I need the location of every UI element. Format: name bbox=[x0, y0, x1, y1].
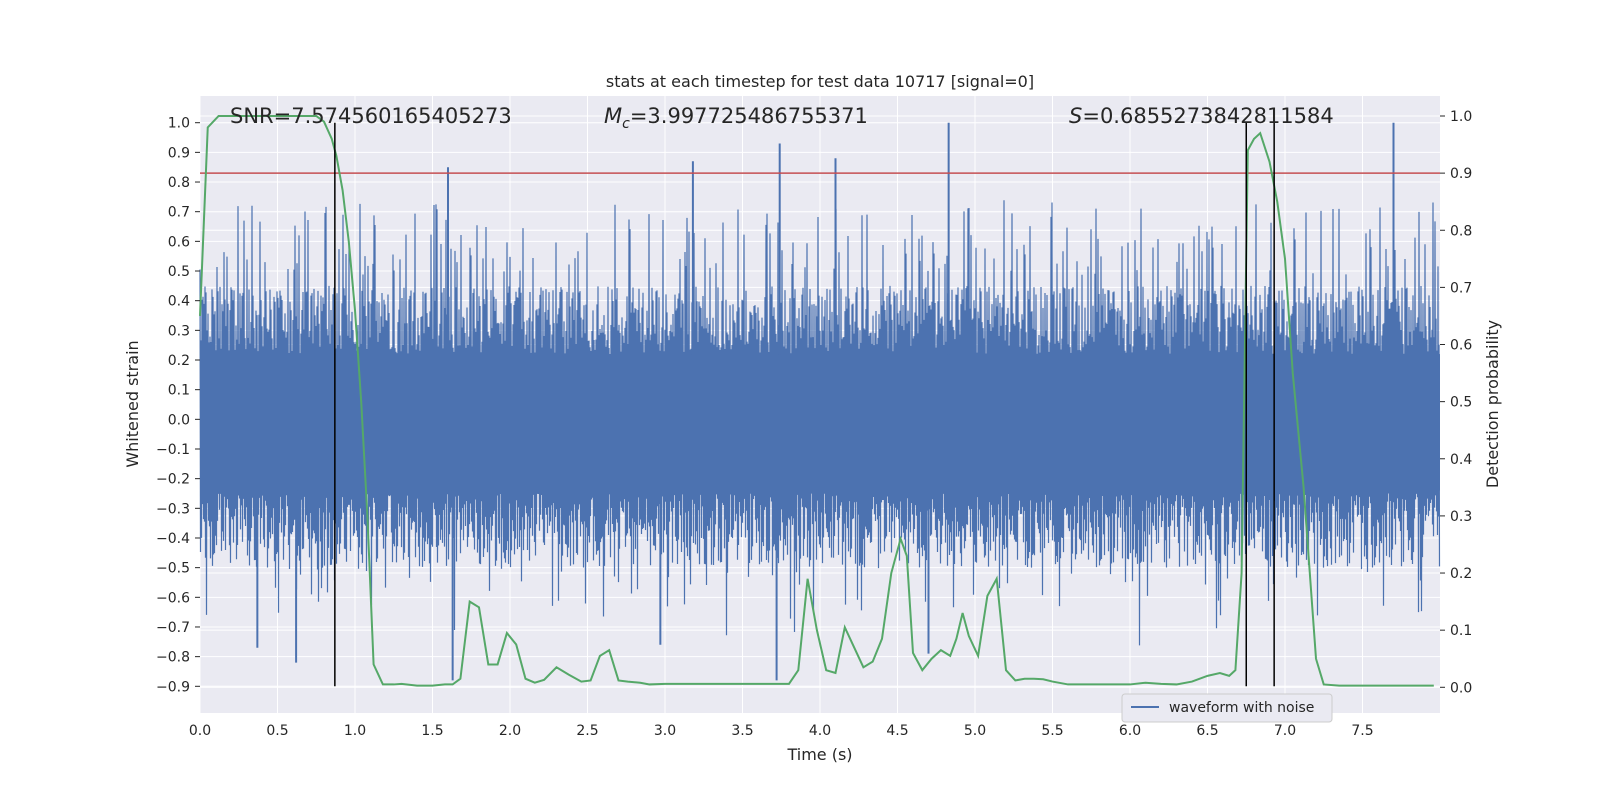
y-left-tick-label: −0.4 bbox=[156, 531, 190, 547]
chirp-mass-value: =3.997725486755371 bbox=[630, 104, 868, 128]
x-tick-label: 5.5 bbox=[1041, 723, 1063, 739]
x-tick-label: 1.0 bbox=[344, 723, 366, 739]
y-left-tick-label: 0.9 bbox=[168, 145, 190, 161]
data-layer bbox=[199, 114, 1441, 687]
x-tick-label: 4.0 bbox=[809, 723, 831, 739]
y-left-tick-label: 0.1 bbox=[168, 383, 190, 399]
x-tick-label: 5.0 bbox=[964, 723, 986, 739]
y-left-tick-label: 0.3 bbox=[168, 323, 190, 339]
y-left-tick-label: −0.6 bbox=[156, 590, 190, 606]
y-left-tick-label: 0.7 bbox=[168, 205, 190, 221]
x-tick-label: 4.5 bbox=[886, 723, 908, 739]
x-tick-label: 6.5 bbox=[1196, 723, 1218, 739]
y-left-tick-label: −0.9 bbox=[156, 679, 190, 695]
y-left-tick-label: −0.8 bbox=[156, 650, 190, 666]
y-left-tick-label: −0.7 bbox=[156, 620, 190, 636]
y-axis-label-right: Detection probability bbox=[1483, 320, 1502, 488]
annotation-chirp-mass: Mc=3.997725486755371 bbox=[604, 104, 868, 132]
score-symbol: S bbox=[1069, 104, 1082, 128]
y-axis-label-left: Whitened strain bbox=[123, 340, 142, 467]
y-left-tick-label: 0.0 bbox=[168, 412, 190, 428]
x-tick-label: 3.5 bbox=[731, 723, 753, 739]
x-tick-label: 0.5 bbox=[266, 723, 288, 739]
legend-label-waveform: waveform with noise bbox=[1169, 700, 1314, 716]
x-tick-label: 6.0 bbox=[1119, 723, 1141, 739]
x-tick-label: 7.5 bbox=[1351, 723, 1373, 739]
x-axis-label: Time (s) bbox=[786, 745, 852, 764]
y-left-tick-label: 0.5 bbox=[168, 264, 190, 280]
x-tick-label: 3.0 bbox=[654, 723, 676, 739]
y-left-tick-label: −0.3 bbox=[156, 501, 190, 517]
detection-probability-line bbox=[199, 114, 1434, 687]
y-right-tick-label: 0.7 bbox=[1450, 280, 1472, 296]
x-tick-label: 2.5 bbox=[576, 723, 598, 739]
y-right-tick-label: 0.0 bbox=[1450, 680, 1472, 696]
score-value: =0.6855273842811584 bbox=[1082, 104, 1333, 128]
y-left-tick-label: 0.8 bbox=[168, 175, 190, 191]
x-tick-label: 7.0 bbox=[1274, 723, 1296, 739]
annotation-score: S=0.6855273842811584 bbox=[1069, 104, 1334, 128]
x-tick-label: 2.0 bbox=[499, 723, 521, 739]
axis-layer: 0.0 0.5 1.0 1.5 2.0 2.5 3.0 3.5 4.0 4.5 5.0 5.5 6.0 6… bbox=[156, 109, 1472, 739]
y-right-tick-label: 0.1 bbox=[1450, 623, 1472, 639]
x-tick-label: 0.0 bbox=[189, 723, 211, 739]
y-right-tick-label: 0.4 bbox=[1450, 452, 1472, 468]
annotation-snr: SNR=7.574560165405273 bbox=[230, 104, 512, 128]
y-right-tick-label: 0.5 bbox=[1450, 395, 1472, 411]
y-right-tick-label: 0.3 bbox=[1450, 509, 1472, 525]
y-left-tick-label: 1.0 bbox=[168, 116, 190, 132]
y-left-tick-label: −0.1 bbox=[156, 442, 190, 458]
y-left-tick-label: 0.2 bbox=[168, 353, 190, 369]
waveform-core-band bbox=[200, 354, 1440, 491]
legend: waveform with noise bbox=[1121, 693, 1333, 723]
y-left-tick-label: −0.5 bbox=[156, 561, 190, 577]
y-left-tick-label: 0.4 bbox=[168, 294, 190, 310]
y-right-tick-label: 0.9 bbox=[1450, 166, 1472, 182]
legend-box bbox=[1121, 693, 1333, 723]
chirp-mass-symbol: M bbox=[604, 104, 622, 128]
y-left-tick-label: 0.6 bbox=[168, 234, 190, 250]
chirp-mass-subscript: c bbox=[622, 116, 630, 132]
y-right-tick-label: 1.0 bbox=[1450, 109, 1472, 125]
x-tick-label: 1.5 bbox=[421, 723, 443, 739]
y-right-tick-label: 0.6 bbox=[1450, 338, 1472, 354]
y-right-tick-label: 0.8 bbox=[1450, 223, 1472, 239]
y-right-tick-label: 0.2 bbox=[1450, 566, 1472, 582]
y-left-tick-label: −0.2 bbox=[156, 472, 190, 488]
chart-title: stats at each timestep for test data 107… bbox=[606, 72, 1034, 91]
